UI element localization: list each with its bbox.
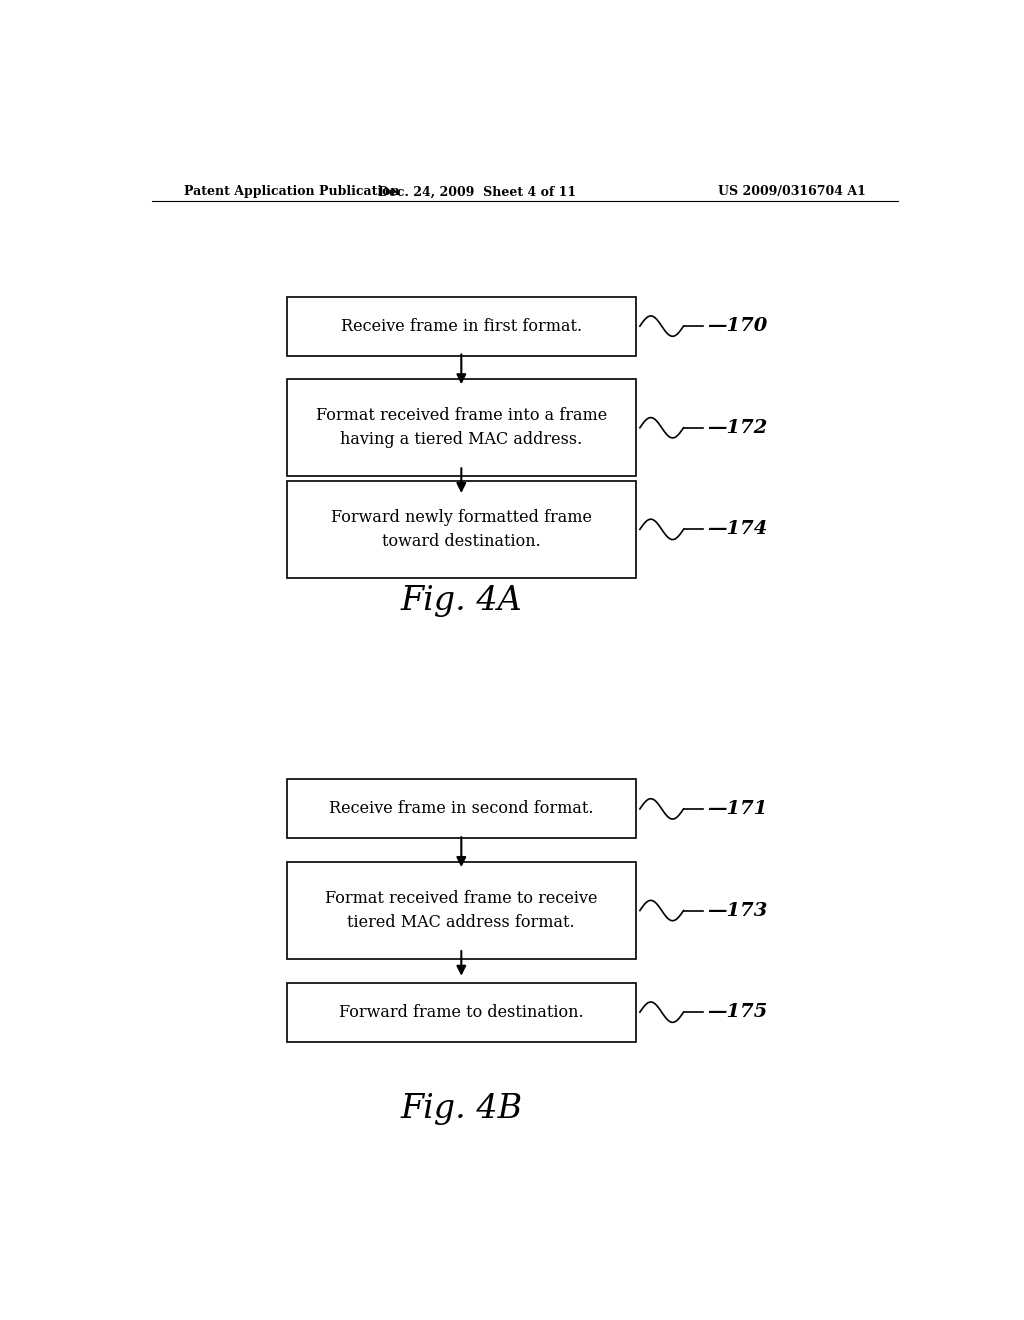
Text: —171: —171 (708, 800, 768, 818)
Text: Forward frame to destination.: Forward frame to destination. (339, 1003, 584, 1020)
Text: Format received frame into a frame
having a tiered MAC address.: Format received frame into a frame havin… (315, 408, 607, 447)
FancyBboxPatch shape (287, 862, 636, 958)
FancyBboxPatch shape (287, 779, 636, 838)
Text: Dec. 24, 2009  Sheet 4 of 11: Dec. 24, 2009 Sheet 4 of 11 (378, 185, 577, 198)
Text: US 2009/0316704 A1: US 2009/0316704 A1 (718, 185, 866, 198)
Text: —170: —170 (708, 317, 768, 335)
FancyBboxPatch shape (287, 982, 636, 1041)
Text: —174: —174 (708, 520, 768, 539)
Text: Fig. 4A: Fig. 4A (400, 585, 522, 616)
Text: Format received frame to receive
tiered MAC address format.: Format received frame to receive tiered … (325, 890, 598, 931)
Text: —173: —173 (708, 902, 768, 920)
Text: —172: —172 (708, 418, 768, 437)
Text: Receive frame in first format.: Receive frame in first format. (341, 318, 582, 334)
FancyBboxPatch shape (287, 379, 636, 477)
Text: Patent Application Publication: Patent Application Publication (183, 185, 399, 198)
Text: Fig. 4B: Fig. 4B (400, 1093, 522, 1125)
Text: —175: —175 (708, 1003, 768, 1022)
FancyBboxPatch shape (287, 297, 636, 355)
FancyBboxPatch shape (287, 480, 636, 578)
Text: Receive frame in second format.: Receive frame in second format. (329, 800, 594, 817)
Text: Forward newly formatted frame
toward destination.: Forward newly formatted frame toward des… (331, 510, 592, 549)
